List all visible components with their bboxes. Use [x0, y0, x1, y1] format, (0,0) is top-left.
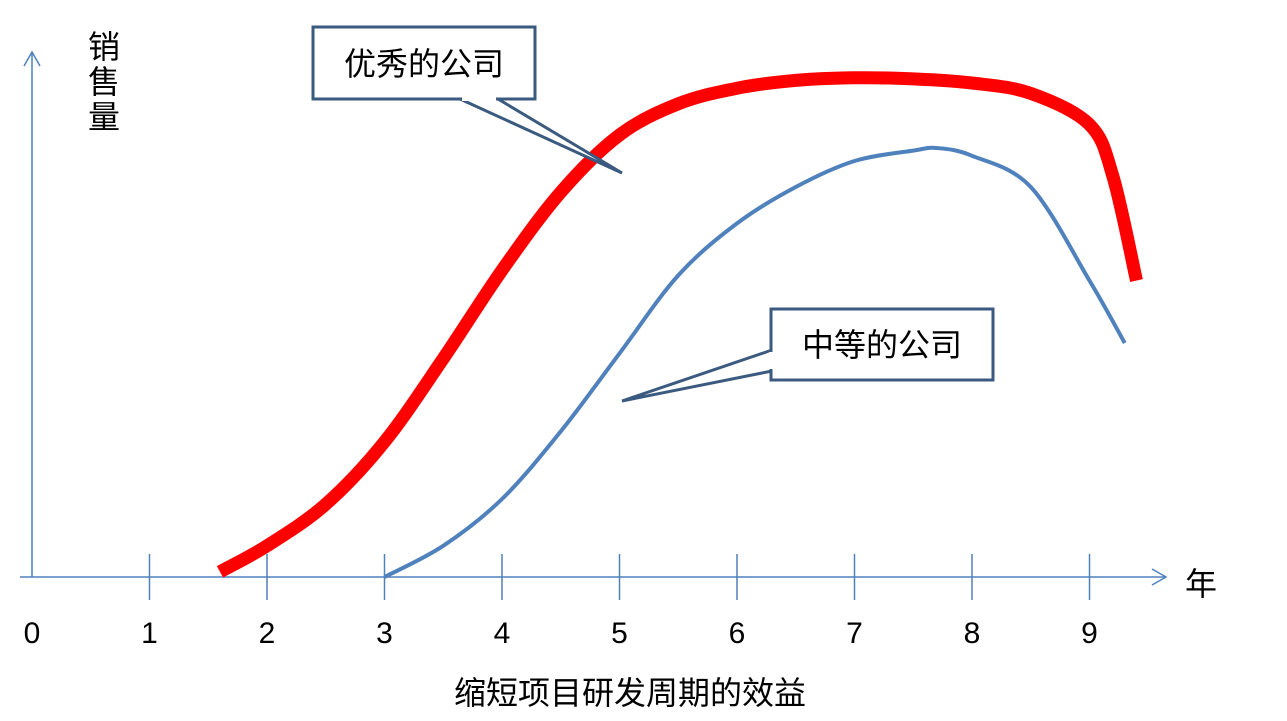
callout-average-label: 中等的公司 — [802, 326, 962, 364]
y-axis-arrow — [23, 50, 41, 67]
x-axis-title: 年 — [1185, 565, 1217, 603]
x-tick-label-3: 3 — [376, 617, 393, 650]
x-tick-labels: 0 1 2 3 4 5 6 7 8 9 — [24, 617, 1098, 650]
callout-excellent: 优秀的公司 — [311, 25, 623, 175]
x-tick-label-0: 0 — [24, 617, 41, 650]
x-tick-label-7: 7 — [846, 617, 863, 650]
callout-average-box — [769, 307, 995, 382]
y-axis-title: 销售量 — [83, 30, 121, 135]
callout-excellent-box — [311, 25, 537, 101]
x-ticks — [148, 554, 1091, 600]
chart-title: 缩短项目研发周期的效益 — [454, 674, 806, 712]
callout-excellent-pointer — [459, 97, 623, 175]
x-tick-label-1: 1 — [141, 617, 158, 650]
x-axis-arrow — [1151, 568, 1168, 586]
x-tick-label-6: 6 — [729, 617, 746, 650]
callout-average: 中等的公司 — [621, 307, 995, 403]
series-line-excellent — [216, 71, 1143, 578]
callout-excellent-label: 优秀的公司 — [344, 45, 504, 83]
series-lines — [216, 71, 1143, 579]
x-tick-label-4: 4 — [494, 617, 511, 650]
axes — [20, 50, 1168, 586]
x-tick-label-5: 5 — [611, 617, 628, 650]
series-line-average — [383, 145, 1127, 579]
callout-average-pointer — [621, 347, 774, 403]
x-tick-label-9: 9 — [1081, 617, 1098, 650]
x-tick-label-8: 8 — [964, 617, 981, 650]
x-tick-label-2: 2 — [259, 617, 276, 650]
